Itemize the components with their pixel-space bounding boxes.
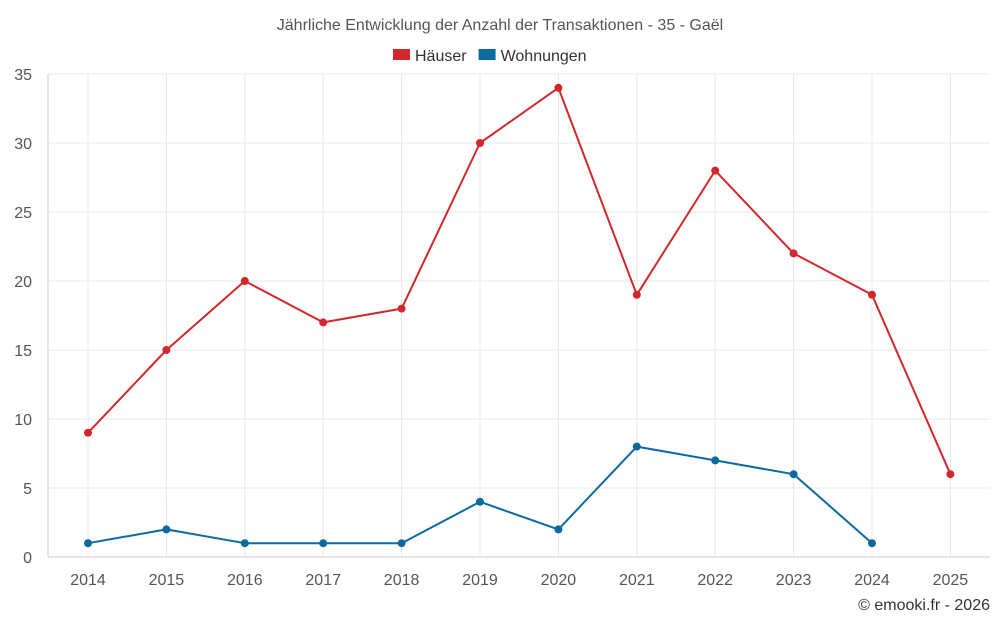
legend-swatch xyxy=(478,49,496,60)
data-point xyxy=(319,318,328,327)
x-axis: 2014 2015 2016 2017 2018 2019 2020 2021 2022 2023… xyxy=(48,556,990,589)
x-tick-label: 2021 xyxy=(619,572,655,589)
legend-label: Häuser xyxy=(415,48,467,65)
data-point xyxy=(632,442,641,451)
y-tick-label: 30 xyxy=(14,136,32,153)
data-point xyxy=(632,290,641,299)
data-point xyxy=(554,83,563,92)
legend-swatch xyxy=(393,49,410,60)
data-point xyxy=(868,539,876,548)
x-tick-label: 2024 xyxy=(854,572,890,589)
data-point xyxy=(397,304,406,313)
legend: Häuser Wohnungen xyxy=(393,48,587,65)
series-layer xyxy=(84,83,955,548)
data-point xyxy=(868,290,876,299)
data-point xyxy=(789,249,798,258)
x-tick-label: 2025 xyxy=(933,572,969,589)
x-tick-label: 2022 xyxy=(697,572,733,589)
y-axis: 0 5 10 15 20 25 30 35 xyxy=(14,67,49,567)
data-point xyxy=(162,346,171,354)
data-point xyxy=(162,525,171,534)
x-tick-label: 2016 xyxy=(227,572,263,589)
y-tick-label: 35 xyxy=(14,67,32,84)
data-point xyxy=(319,539,328,548)
data-point xyxy=(397,539,406,548)
data-point xyxy=(946,470,955,479)
data-point xyxy=(554,525,563,534)
grid xyxy=(48,73,990,557)
x-tick-label: 2020 xyxy=(541,572,577,589)
chart-title: Jährliche Entwicklung der Anzahl der Tra… xyxy=(277,17,723,34)
data-point xyxy=(84,539,92,548)
y-tick-label: 5 xyxy=(23,481,32,498)
data-point xyxy=(789,470,798,479)
y-tick-label: 20 xyxy=(14,274,32,291)
credit: © emooki.fr - 2026 xyxy=(858,597,990,614)
x-tick-label: 2015 xyxy=(149,572,185,589)
y-tick-label: 15 xyxy=(14,343,32,360)
y-tick-label: 0 xyxy=(23,550,32,567)
legend-label: Wohnungen xyxy=(501,48,587,65)
y-tick-label: 10 xyxy=(14,412,32,429)
data-point xyxy=(240,277,249,285)
series-line-haeuser xyxy=(87,86,952,475)
data-point xyxy=(240,539,249,548)
y-tick-label: 25 xyxy=(14,205,32,222)
data-point xyxy=(711,166,720,175)
data-point xyxy=(476,497,484,506)
data-point xyxy=(476,139,484,147)
x-tick-label: 2014 xyxy=(70,572,106,589)
x-tick-label: 2019 xyxy=(462,572,498,589)
data-point xyxy=(84,428,92,437)
x-tick-label: 2023 xyxy=(776,572,812,589)
data-point xyxy=(711,456,720,465)
x-tick-label: 2017 xyxy=(305,572,341,589)
x-tick-label: 2018 xyxy=(384,572,420,589)
